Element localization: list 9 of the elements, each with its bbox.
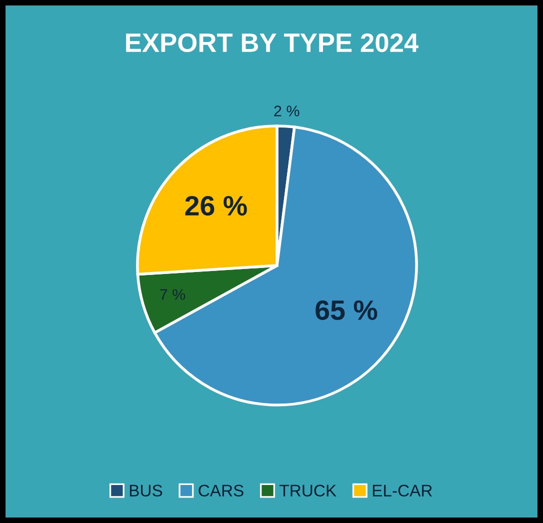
legend-label: EL-CAR bbox=[372, 484, 432, 497]
data-label: 65 % bbox=[316, 300, 378, 320]
legend-label: CARS bbox=[198, 484, 244, 497]
legend-label: TRUCK bbox=[280, 484, 336, 497]
chart-title: EXPORT BY TYPE 2024 bbox=[126, 33, 419, 52]
data-label: 7 % bbox=[160, 289, 186, 300]
legend-label: BUS bbox=[130, 484, 162, 497]
data-label: 26 % bbox=[185, 196, 247, 216]
data-label: 2 % bbox=[274, 106, 300, 116]
